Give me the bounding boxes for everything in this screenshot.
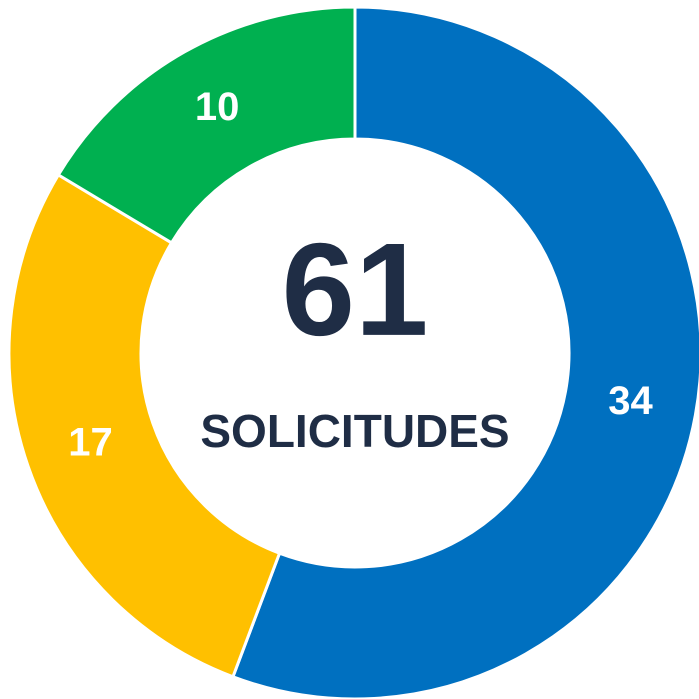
slice-label: 34 bbox=[608, 379, 653, 423]
center-label: SOLICITUDES bbox=[200, 405, 509, 457]
slice bbox=[231, 5, 699, 699]
slice bbox=[56, 5, 357, 245]
slice-label: 17 bbox=[68, 421, 113, 465]
center-value: 61 bbox=[282, 216, 429, 363]
slices bbox=[7, 5, 699, 699]
slice-label: 10 bbox=[195, 85, 240, 129]
slice bbox=[7, 172, 282, 679]
